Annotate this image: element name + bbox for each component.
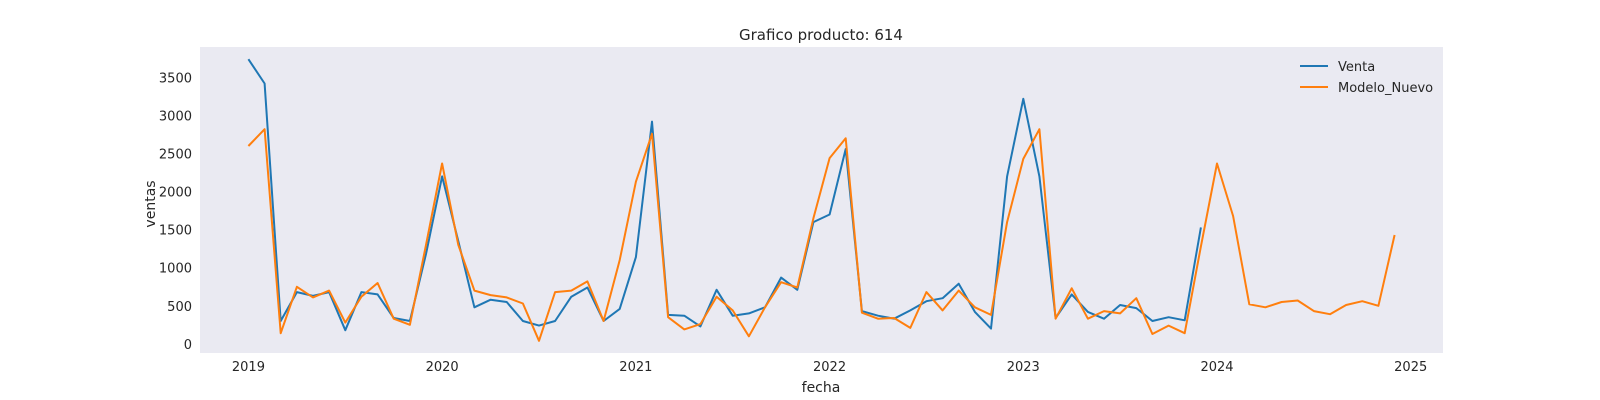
y-tick-label: 1500 bbox=[159, 224, 192, 239]
plot-background bbox=[200, 47, 1443, 353]
legend-label-modelo-nuevo: Modelo_Nuevo bbox=[1338, 81, 1433, 96]
x-tick-label: 2020 bbox=[426, 360, 459, 375]
y-tick-label: 2500 bbox=[159, 148, 192, 163]
y-tick-label: 3500 bbox=[159, 71, 192, 86]
legend-label-venta: Venta bbox=[1338, 60, 1375, 75]
x-tick-label: 2019 bbox=[232, 360, 265, 375]
y-tick-label: 1000 bbox=[159, 262, 192, 277]
y-tick-label: 3000 bbox=[159, 110, 192, 125]
y-axis-label: ventas bbox=[143, 180, 159, 227]
x-axis-label: fecha bbox=[802, 380, 841, 396]
y-tick-label: 500 bbox=[167, 300, 192, 315]
y-tick-label: 2000 bbox=[159, 186, 192, 201]
y-axis-ticks: 0 500 1000 1500 2000 2500 3000 3500 bbox=[159, 71, 192, 352]
legend: Venta Modelo_Nuevo bbox=[1300, 60, 1433, 96]
x-tick-label: 2025 bbox=[1394, 360, 1427, 375]
y-tick-label: 0 bbox=[184, 338, 192, 353]
x-axis-ticks: 2019 2020 2021 2022 2023 2024 2025 bbox=[232, 360, 1427, 375]
x-tick-label: 2024 bbox=[1200, 360, 1233, 375]
chart-title: Grafico producto: 614 bbox=[739, 26, 903, 44]
x-tick-label: 2023 bbox=[1007, 360, 1040, 375]
series-layer bbox=[247, 58, 1396, 342]
series-line-modelo-nuevo bbox=[247, 128, 1396, 342]
x-tick-label: 2021 bbox=[619, 360, 652, 375]
x-tick-label: 2022 bbox=[813, 360, 846, 375]
